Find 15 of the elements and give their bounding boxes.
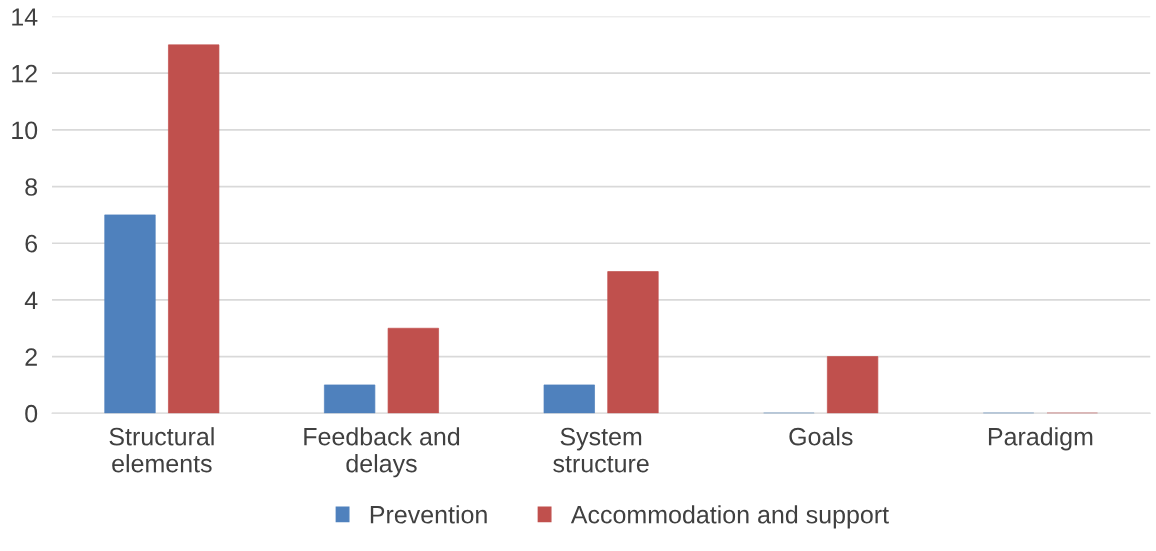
y-tick-label: 4 <box>24 291 38 309</box>
y-tick-label: 12 <box>12 64 37 83</box>
y-tick-label: 8 <box>25 178 38 196</box>
x-tick-label: System structure <box>553 427 649 473</box>
y-tick-label: 10 <box>12 121 38 140</box>
legend-label: Accommodation and support <box>570 505 889 529</box>
legend-label: Prevention <box>370 505 487 524</box>
x-tick-label: Paradigm <box>988 427 1093 451</box>
y-tick-label: 2 <box>25 348 37 366</box>
x-tick-label: Structural elements <box>109 427 214 473</box>
y-tick-label: 6 <box>25 234 38 253</box>
x-tick-label: Goals <box>789 427 853 446</box>
y-tick-label: 14 <box>12 8 38 26</box>
y-tick-label: 0 <box>25 404 38 423</box>
x-tick-label: Feedback and delays <box>304 427 460 478</box>
